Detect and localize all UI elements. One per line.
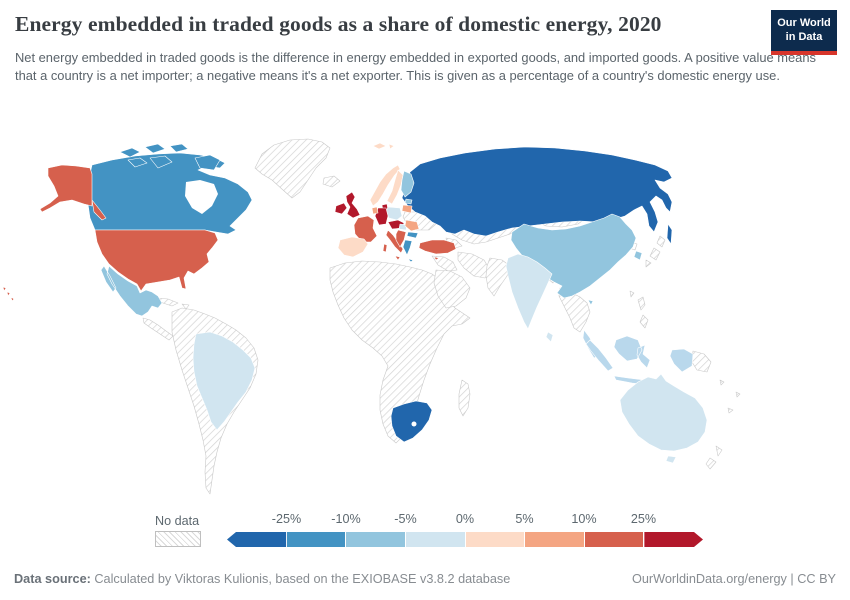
legend-tick-label: -10% — [331, 512, 361, 526]
region-africa[interactable] — [329, 260, 471, 444]
country-taiwan[interactable] — [629, 290, 635, 298]
country-estonia[interactable] — [404, 198, 413, 205]
no-data-label: No data — [155, 514, 200, 528]
country-new-zealand[interactable] — [705, 445, 723, 470]
country-usa-hawaii[interactable] — [2, 286, 15, 302]
region-pacific-islands[interactable] — [719, 379, 741, 414]
legend-tick-label: 5% — [515, 512, 534, 526]
legend-tick-label: -5% — [394, 512, 417, 526]
chart-footer: Data source: Calculated by Viktoras Kuli… — [0, 572, 850, 586]
chart-title: Energy embedded in traded goods as a sha… — [15, 12, 662, 36]
country-brazil[interactable] — [192, 331, 256, 431]
legend-tick-label: 25% — [630, 512, 657, 526]
legend-segment[interactable] — [584, 532, 645, 547]
country-sri-lanka[interactable] — [545, 331, 554, 343]
region-afghanistan-pakistan[interactable] — [485, 257, 511, 297]
country-usa[interactable] — [94, 229, 219, 292]
country-finland[interactable] — [400, 170, 415, 198]
country-australia[interactable] — [619, 373, 708, 464]
legend-segment[interactable] — [465, 532, 526, 547]
chart-subtitle: Net energy embedded in traded goods is t… — [15, 49, 816, 83]
data-source-text: Calculated by Viktoras Kulionis, based o… — [90, 572, 511, 586]
country-russia[interactable] — [401, 146, 673, 237]
country-lesotho — [411, 421, 417, 427]
country-south-africa[interactable] — [390, 400, 433, 443]
data-source-label: Data source: — [14, 572, 91, 586]
country-usa-alaska[interactable] — [39, 164, 107, 221]
legend-tick-label: 10% — [571, 512, 597, 526]
legend-bar[interactable] — [227, 532, 703, 547]
map-legend: No data -25% -10% -5% 0% 5% 10% 25% — [0, 512, 850, 554]
country-uk[interactable] — [345, 191, 361, 219]
region-central-america[interactable] — [142, 317, 174, 341]
legend-segment[interactable] — [525, 532, 585, 547]
no-data-swatch[interactable] — [155, 531, 201, 547]
legend-ticks: -25% -10% -5% 0% 5% 10% 25% — [227, 512, 703, 529]
country-turkey[interactable] — [418, 239, 457, 255]
legend-segment[interactable] — [405, 532, 466, 547]
legend-colorbar: -25% -10% -5% 0% 5% 10% 25% — [227, 512, 703, 550]
legend-tick-label: 0% — [455, 512, 475, 526]
owid-logo-line2: in Data — [785, 30, 823, 43]
country-norway[interactable] — [369, 164, 401, 207]
country-bulgaria[interactable] — [406, 231, 419, 239]
country-papua-new-guinea[interactable] — [691, 350, 712, 373]
country-madagascar[interactable] — [458, 379, 471, 417]
data-source: Data source: Calculated by Viktoras Kuli… — [14, 572, 510, 586]
legend-segment[interactable] — [227, 532, 287, 547]
country-south-korea[interactable] — [633, 250, 643, 261]
legend-segment[interactable] — [644, 532, 703, 547]
region-arabia[interactable] — [433, 269, 471, 309]
owid-logo[interactable]: Our World in Data — [771, 10, 837, 55]
country-russia-sakhalin[interactable] — [666, 223, 673, 245]
owid-logo-line1: Our World — [777, 17, 831, 29]
country-france[interactable] — [353, 215, 378, 243]
legend-segment[interactable] — [286, 532, 347, 547]
country-indonesia[interactable] — [585, 335, 694, 386]
country-greece[interactable] — [402, 239, 414, 263]
country-latvia-lithuania[interactable] — [401, 204, 413, 214]
country-hispaniola[interactable] — [181, 303, 190, 310]
legend-segment[interactable] — [346, 532, 406, 547]
legend-tick-label: -25% — [271, 512, 302, 526]
country-germany[interactable] — [374, 207, 389, 226]
region-indochina[interactable] — [558, 287, 591, 333]
footer-link[interactable]: OurWorldinData.org/energy | CC BY — [631, 572, 836, 586]
country-iceland[interactable] — [322, 175, 341, 188]
country-spain-portugal[interactable] — [337, 236, 369, 258]
hudson-bay — [185, 180, 218, 214]
country-greenland[interactable] — [254, 138, 331, 199]
owid-logo-box: Our World in Data — [771, 10, 837, 51]
country-italy[interactable] — [382, 229, 404, 261]
country-philippines[interactable] — [637, 296, 649, 329]
country-canada-arctic-islands[interactable] — [119, 143, 221, 171]
region-iraq-syria[interactable] — [431, 255, 458, 272]
country-romania[interactable] — [404, 219, 420, 232]
country-iran[interactable] — [457, 251, 491, 279]
country-cyprus[interactable] — [433, 256, 440, 261]
owid-logo-accent-strip — [771, 50, 837, 55]
country-mexico[interactable] — [100, 265, 163, 317]
world-map — [0, 136, 850, 508]
country-svalbard[interactable] — [372, 142, 395, 150]
country-ireland[interactable] — [334, 202, 348, 215]
country-poland[interactable] — [385, 206, 403, 221]
country-balkans[interactable] — [395, 229, 407, 248]
legend-no-data: No data — [155, 514, 201, 547]
country-benelux[interactable] — [371, 206, 379, 215]
chart-header: Energy embedded in traded goods as a sha… — [15, 10, 835, 85]
country-india[interactable] — [505, 253, 553, 330]
country-canada[interactable] — [87, 152, 253, 235]
country-japan[interactable] — [645, 235, 666, 268]
